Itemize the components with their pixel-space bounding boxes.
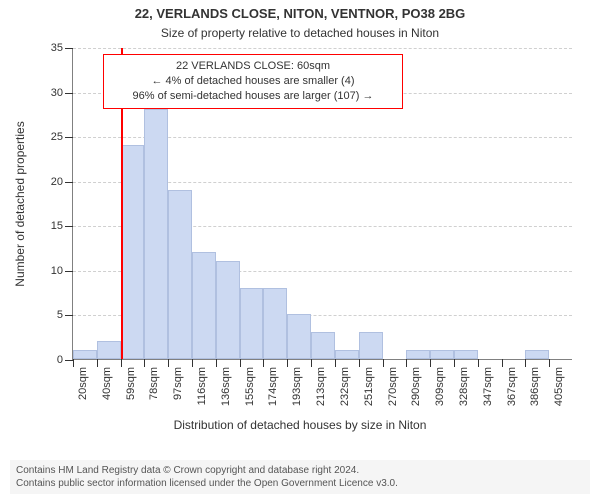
x-tick-label: 20sqm [77, 367, 89, 400]
x-tick-label: 309sqm [434, 367, 446, 406]
x-tick [311, 359, 312, 367]
info-box: 22 VERLANDS CLOSE: 60sqm← 4% of detached… [103, 54, 403, 109]
x-tick [168, 359, 169, 367]
bar [168, 190, 192, 359]
y-tick-label: 0 [57, 354, 63, 366]
x-tick-label: 386sqm [529, 367, 541, 406]
bar [454, 350, 478, 359]
bar [73, 350, 97, 359]
bar [311, 332, 335, 359]
x-tick [121, 359, 122, 367]
x-tick [359, 359, 360, 367]
y-tick-label: 10 [51, 265, 63, 277]
x-tick [478, 359, 479, 367]
y-tick-label: 20 [51, 176, 63, 188]
x-tick [144, 359, 145, 367]
info-box-line-1: 22 VERLANDS CLOSE: 60sqm [112, 59, 394, 74]
x-tick [263, 359, 264, 367]
y-tick [65, 93, 73, 94]
x-tick-label: 116sqm [196, 367, 208, 405]
x-tick-label: 174sqm [267, 367, 279, 406]
bar [525, 350, 549, 359]
x-tick-label: 136sqm [220, 367, 232, 406]
x-tick-label: 232sqm [339, 367, 351, 406]
bar [240, 288, 264, 359]
x-tick-label: 347sqm [482, 367, 494, 406]
footer-line-2: Contains public sector information licen… [16, 477, 584, 490]
info-box-line-2: ← 4% of detached houses are smaller (4) [112, 74, 394, 89]
x-tick-label: 213sqm [315, 367, 327, 406]
bar [359, 332, 383, 359]
bar [192, 252, 216, 359]
bar [287, 314, 311, 359]
bar [97, 341, 121, 359]
x-tick [549, 359, 550, 367]
bar [406, 350, 430, 359]
x-tick-label: 405sqm [553, 367, 565, 406]
bar [144, 109, 168, 359]
license-footer: Contains HM Land Registry data © Crown c… [10, 460, 590, 494]
x-tick [240, 359, 241, 367]
x-tick-label: 40sqm [101, 367, 113, 400]
footer-line-1: Contains HM Land Registry data © Crown c… [16, 464, 584, 477]
bar [335, 350, 359, 359]
plot-area: 0510152025303520sqm40sqm59sqm78sqm97sqm1… [72, 48, 572, 360]
y-tick-label: 5 [57, 309, 63, 321]
x-tick [97, 359, 98, 367]
x-tick-label: 270sqm [387, 367, 399, 406]
x-tick [525, 359, 526, 367]
x-tick [430, 359, 431, 367]
y-tick-label: 15 [51, 220, 63, 232]
x-tick [502, 359, 503, 367]
y-tick [65, 315, 73, 316]
bar [430, 350, 454, 359]
x-tick-label: 251sqm [363, 367, 375, 406]
x-tick [335, 359, 336, 367]
y-tick-label: 25 [51, 131, 63, 143]
x-tick-label: 193sqm [291, 367, 303, 406]
y-axis-label: Number of detached properties [13, 121, 27, 286]
x-tick [454, 359, 455, 367]
x-tick [216, 359, 217, 367]
x-tick [287, 359, 288, 367]
x-tick-label: 59sqm [125, 367, 137, 400]
x-tick [406, 359, 407, 367]
y-tick [65, 137, 73, 138]
info-box-line-3: 96% of semi-detached houses are larger (… [112, 89, 394, 104]
y-tick-label: 35 [51, 42, 63, 54]
x-tick [383, 359, 384, 367]
y-tick [65, 226, 73, 227]
y-tick [65, 182, 73, 183]
chart-title: 22, VERLANDS CLOSE, NITON, VENTNOR, PO38… [0, 6, 600, 21]
x-tick [192, 359, 193, 367]
y-tick [65, 48, 73, 49]
bar [216, 261, 240, 359]
x-tick [73, 359, 74, 367]
x-tick-label: 155sqm [244, 367, 256, 406]
x-tick-label: 97sqm [172, 367, 184, 400]
x-axis-label: Distribution of detached houses by size … [0, 418, 600, 432]
x-tick-label: 367sqm [506, 367, 518, 406]
x-tick-label: 290sqm [410, 367, 422, 406]
histogram-chart: 22, VERLANDS CLOSE, NITON, VENTNOR, PO38… [0, 0, 600, 500]
x-tick-label: 328sqm [458, 367, 470, 406]
bar [263, 288, 287, 359]
y-tick-label: 30 [51, 87, 63, 99]
grid-line [73, 48, 572, 49]
x-tick-label: 78sqm [148, 367, 160, 400]
y-tick [65, 360, 73, 361]
y-tick [65, 271, 73, 272]
chart-subtitle: Size of property relative to detached ho… [0, 26, 600, 40]
bar [121, 145, 145, 359]
